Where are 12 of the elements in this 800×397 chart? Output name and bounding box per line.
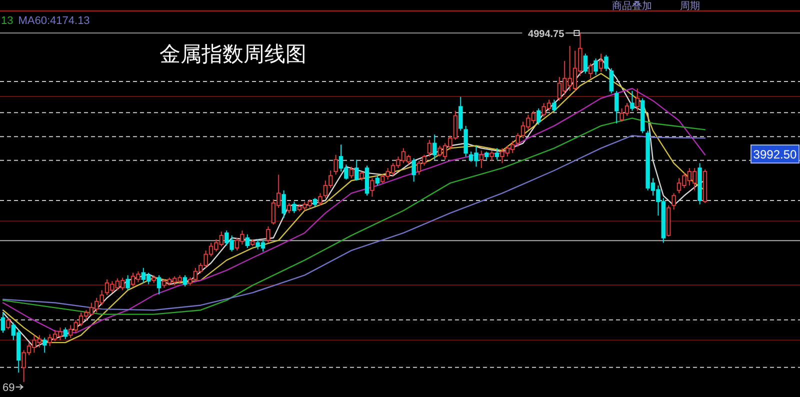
candlestick [698, 162, 702, 205]
text: 周期 [680, 0, 700, 12]
candlestick [0, 312, 6, 334]
annotation: 4994.75 [528, 29, 565, 40]
text: 13 [1, 15, 14, 27]
annotation: 69 [2, 382, 15, 394]
candlestick [479, 150, 484, 169]
text: 金属指数周线图 [160, 43, 306, 66]
candlestick [635, 88, 640, 112]
text: 3992.50 [753, 148, 798, 162]
text: MA60:4174.13 [18, 15, 90, 27]
text: 商品叠加 [612, 0, 652, 12]
